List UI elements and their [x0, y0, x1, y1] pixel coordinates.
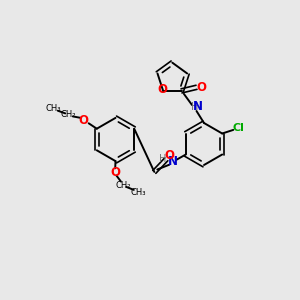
Text: CH₃: CH₃ [130, 188, 146, 197]
Text: N: N [168, 155, 178, 168]
Text: CH₂: CH₂ [116, 181, 131, 190]
Text: N: N [193, 100, 203, 113]
Text: O: O [164, 148, 174, 162]
Text: CH₂: CH₂ [61, 110, 76, 119]
Text: H: H [159, 154, 166, 164]
Text: O: O [110, 166, 120, 179]
Text: H: H [191, 102, 199, 112]
Text: O: O [78, 114, 88, 127]
Text: Cl: Cl [233, 123, 244, 133]
Text: O: O [196, 81, 207, 94]
Text: CH₃: CH₃ [46, 104, 61, 113]
Text: O: O [157, 83, 167, 96]
